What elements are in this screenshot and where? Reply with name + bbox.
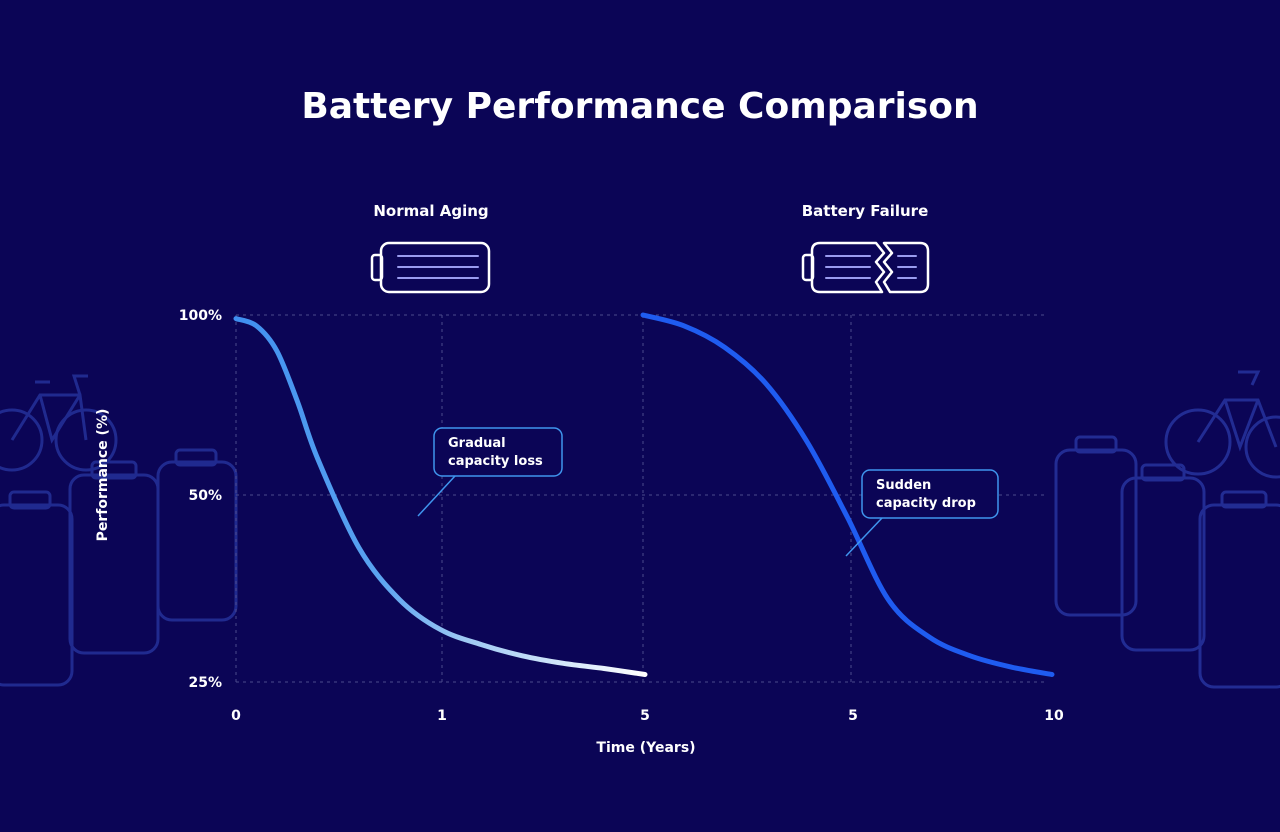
decor-left — [0, 374, 238, 687]
annotation-leader — [417, 475, 456, 517]
annotation-text-line: capacity drop — [876, 496, 976, 511]
decor-right — [1054, 370, 1280, 689]
panel-title-normal-aging: Normal Aging — [373, 202, 488, 220]
battery-cell-icon — [0, 448, 238, 687]
battery-cell-icon — [1054, 435, 1280, 689]
battery-icon — [370, 241, 491, 294]
annotation-text-line: Sudden — [876, 478, 931, 493]
bicycle-icon — [0, 374, 118, 472]
annotation-gradual-capacity-loss: Gradual capacity loss — [417, 427, 563, 517]
y-tick-labels: 100% 50% 25% — [179, 308, 222, 691]
y-tick-label: 50% — [188, 488, 222, 504]
chart-title: Battery Performance Comparison — [301, 86, 978, 127]
x-tick-label: 5 — [640, 708, 650, 724]
x-tick-label: 1 — [437, 708, 447, 724]
bicycle-icon — [1164, 370, 1280, 479]
series-curves — [233, 312, 1055, 677]
y-tick-label: 100% — [179, 308, 222, 324]
annotation-text-line: capacity loss — [448, 454, 543, 469]
x-tick-label: 5 — [848, 708, 858, 724]
annotation-leader — [845, 517, 883, 557]
x-tick-label: 0 — [231, 708, 241, 724]
y-tick-label: 25% — [188, 675, 222, 691]
x-tick-labels: 0 1 5 5 10 — [231, 708, 1064, 724]
series-line-battery-failure — [640, 312, 1055, 677]
y-axis-label: Performance (%) — [95, 409, 111, 542]
x-axis-label: Time (Years) — [596, 740, 695, 756]
annotation-box — [433, 427, 563, 477]
annotations: Gradual capacity loss Sudden capacity drop — [417, 427, 999, 557]
annotation-text-line: Gradual — [448, 436, 506, 451]
broken-battery-icon — [801, 241, 930, 294]
annotation-sudden-capacity-drop: Sudden capacity drop — [845, 469, 999, 557]
x-tick-label: 10 — [1044, 708, 1064, 724]
panel-title-battery-failure: Battery Failure — [802, 202, 929, 220]
annotation-box — [861, 469, 999, 519]
series-line-normal-aging — [233, 316, 648, 677]
